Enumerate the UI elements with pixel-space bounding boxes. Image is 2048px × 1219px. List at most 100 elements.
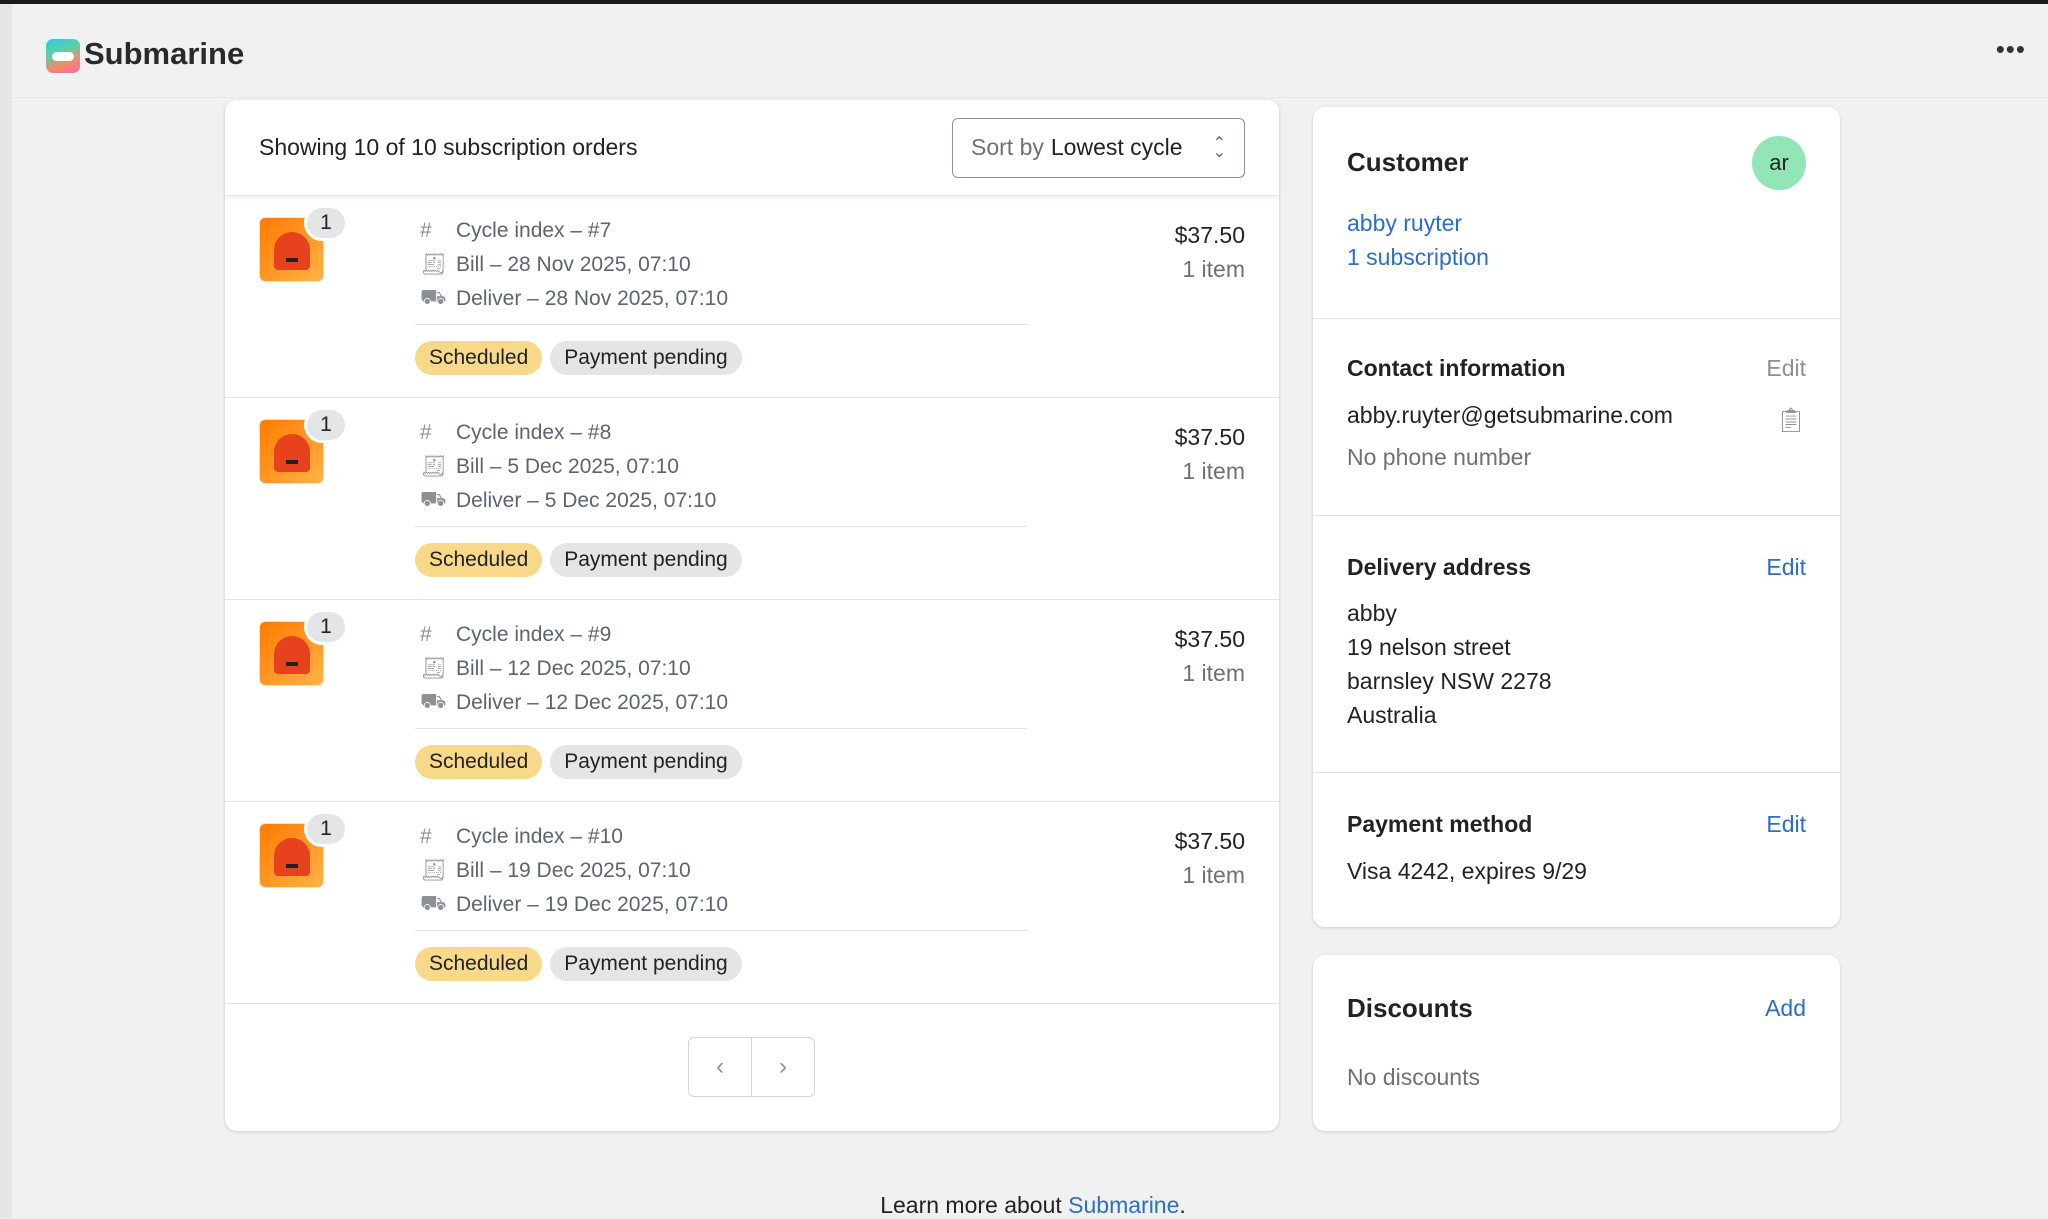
discounts-title: Discounts bbox=[1347, 993, 1473, 1023]
discounts-section: Discounts Add No discounts bbox=[1313, 955, 1840, 1131]
ellipsis-icon[interactable]: ••• bbox=[1995, 34, 2026, 64]
beanie-image bbox=[274, 636, 310, 674]
payment-status-badge: Payment pending bbox=[550, 341, 742, 375]
delivery-truck-icon: ⛟ bbox=[420, 488, 447, 511]
payment-status-badge: Payment pending bbox=[550, 543, 742, 577]
divider bbox=[415, 324, 1027, 325]
status-badge: Scheduled bbox=[415, 745, 543, 779]
customer-name-link[interactable]: abby ruyter bbox=[1347, 210, 1463, 236]
order-price: $37.50 bbox=[1174, 626, 1245, 652]
contact-section: Contact information Edit abby.ruyter@get… bbox=[1313, 319, 1840, 516]
delivery-truck-icon: ⛟ bbox=[420, 892, 447, 915]
delivery-truck-icon: ⛟ bbox=[420, 690, 447, 713]
next-page-button[interactable]: › bbox=[779, 1053, 787, 1080]
hash-icon: # bbox=[420, 623, 432, 646]
app-title: Submarine bbox=[84, 36, 245, 71]
orders-card: Showing 10 of 10 subscription orders Sor… bbox=[225, 100, 1279, 1131]
app-header: Submarine ••• bbox=[12, 4, 2048, 98]
no-discounts-text: No discounts bbox=[1347, 1064, 1480, 1090]
quantity-badge: 1 bbox=[304, 205, 348, 241]
contact-title: Contact information bbox=[1347, 355, 1566, 381]
footer: Learn more about Submarine. bbox=[0, 1192, 2048, 1219]
delivery-truck-icon: ⛟ bbox=[420, 286, 447, 309]
customer-card: Customer ar abby ruyter 1 subscription C… bbox=[1313, 107, 1840, 927]
beanie-image bbox=[274, 838, 310, 876]
item-count: 1 item bbox=[1182, 458, 1245, 484]
orders-header: Showing 10 of 10 subscription orders Sor… bbox=[225, 100, 1279, 196]
left-edge bbox=[0, 4, 12, 1218]
address-line: abby bbox=[1347, 600, 1397, 626]
delivery-title: Delivery address bbox=[1347, 554, 1532, 580]
subscriptions-link[interactable]: 1 subscription bbox=[1347, 244, 1489, 270]
beanie-image bbox=[274, 434, 310, 472]
order-row[interactable]: 1 # Cycle index – #8 🧾︎ Bill – 5 Dec 2025,… bbox=[225, 398, 1279, 600]
customer-title: Customer bbox=[1347, 147, 1469, 177]
address-line: barnsley NSW 2278 bbox=[1347, 668, 1552, 694]
clipboard-icon[interactable]: 📋︎ bbox=[1775, 407, 1806, 434]
submarine-logo-icon bbox=[46, 39, 80, 73]
prev-page-button[interactable]: ‹ bbox=[689, 1038, 752, 1096]
order-price: $37.50 bbox=[1174, 828, 1245, 854]
chevron-up-down-icon: ⌃ ⌄ bbox=[1212, 134, 1226, 161]
hash-icon: # bbox=[420, 219, 432, 242]
order-row[interactable]: 1 # Cycle index – #10 🧾︎ Bill – 19 Dec 202… bbox=[225, 802, 1279, 1004]
bill-date: Bill – 28 Nov 2025, 07:10 bbox=[456, 253, 691, 276]
bill-date: Bill – 19 Dec 2025, 07:10 bbox=[456, 859, 691, 882]
submarine-link[interactable]: Submarine bbox=[1068, 1192, 1180, 1218]
bill-date: Bill – 12 Dec 2025, 07:10 bbox=[456, 657, 691, 680]
cycle-index: Cycle index – #7 bbox=[456, 219, 612, 242]
delivery-edit-button[interactable]: Edit bbox=[1766, 554, 1806, 580]
receipt-icon: 🧾︎ bbox=[420, 657, 447, 680]
window-top-border bbox=[0, 0, 2048, 4]
orders-count: Showing 10 of 10 subscription orders bbox=[259, 134, 638, 160]
cycle-index: Cycle index – #10 bbox=[456, 825, 623, 848]
quantity-badge: 1 bbox=[304, 609, 348, 645]
item-count: 1 item bbox=[1182, 256, 1245, 282]
customer-section: Customer ar abby ruyter 1 subscription bbox=[1313, 107, 1840, 319]
order-price: $37.50 bbox=[1174, 222, 1245, 248]
product-image bbox=[259, 621, 324, 686]
contact-edit-button[interactable]: Edit bbox=[1766, 355, 1806, 381]
order-price: $37.50 bbox=[1174, 424, 1245, 450]
contact-email: abby.ruyter@getsubmarine.com bbox=[1347, 402, 1673, 428]
deliver-date: Deliver – 28 Nov 2025, 07:10 bbox=[456, 287, 729, 310]
payment-status-badge: Payment pending bbox=[550, 745, 742, 779]
status-badge: Scheduled bbox=[415, 341, 543, 375]
quantity-badge: 1 bbox=[304, 407, 348, 443]
bill-date: Bill – 5 Dec 2025, 07:10 bbox=[456, 455, 679, 478]
sort-label: Sort by bbox=[971, 134, 1044, 160]
receipt-icon: 🧾︎ bbox=[420, 253, 447, 276]
receipt-icon: 🧾︎ bbox=[420, 859, 447, 882]
receipt-icon: 🧾︎ bbox=[420, 455, 447, 478]
payment-section: Payment method Edit Visa 4242, expires 9… bbox=[1313, 773, 1840, 927]
payment-status-badge: Payment pending bbox=[550, 947, 742, 981]
divider bbox=[415, 930, 1027, 931]
address-line: 19 nelson street bbox=[1347, 634, 1511, 660]
sort-select[interactable]: Sort by Lowest cycle ⌃ ⌄ bbox=[952, 117, 1245, 178]
payment-edit-button[interactable]: Edit bbox=[1766, 811, 1806, 837]
status-badge: Scheduled bbox=[415, 543, 543, 577]
deliver-date: Deliver – 5 Dec 2025, 07:10 bbox=[456, 489, 717, 512]
hash-icon: # bbox=[420, 825, 432, 848]
payment-title: Payment method bbox=[1347, 811, 1533, 837]
cycle-index: Cycle index – #9 bbox=[456, 623, 612, 646]
contact-phone: No phone number bbox=[1347, 444, 1532, 470]
add-discount-button[interactable]: Add bbox=[1765, 995, 1806, 1021]
divider bbox=[415, 728, 1027, 729]
footer-period: . bbox=[1179, 1192, 1186, 1218]
item-count: 1 item bbox=[1182, 660, 1245, 686]
pagination: ‹ › bbox=[688, 1037, 815, 1097]
sort-value: Lowest cycle bbox=[1050, 134, 1183, 160]
discounts-card: Discounts Add No discounts bbox=[1313, 955, 1840, 1131]
beanie-image bbox=[274, 232, 310, 270]
deliver-date: Deliver – 12 Dec 2025, 07:10 bbox=[456, 691, 729, 714]
quantity-badge: 1 bbox=[304, 811, 348, 847]
order-row[interactable]: 1 # Cycle index – #9 🧾︎ Bill – 12 Dec 2025… bbox=[225, 600, 1279, 802]
delivery-section: Delivery address Edit abby 19 nelson str… bbox=[1313, 516, 1840, 773]
avatar: ar bbox=[1752, 136, 1806, 190]
divider bbox=[415, 526, 1027, 527]
status-badge: Scheduled bbox=[415, 947, 543, 981]
item-count: 1 item bbox=[1182, 862, 1245, 888]
hash-icon: # bbox=[420, 421, 432, 444]
order-row[interactable]: 1 # Cycle index – #7 🧾︎ Bill – 28 Nov 2025… bbox=[225, 196, 1279, 398]
